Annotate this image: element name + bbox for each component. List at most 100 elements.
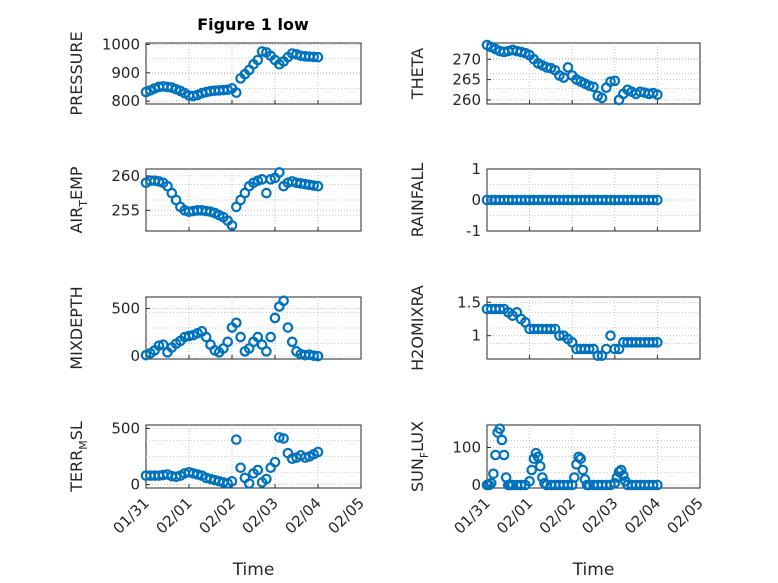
y-axis-label-part: TERR (67, 450, 86, 493)
data-point (231, 434, 242, 445)
data-point (647, 479, 659, 491)
data-point (494, 303, 506, 315)
data-point (545, 323, 557, 335)
x-tick-label: 02/05 (664, 494, 707, 537)
data-point (312, 51, 324, 63)
data-point (526, 464, 538, 476)
data-point (534, 460, 546, 472)
data-point (278, 295, 289, 307)
data-point (308, 51, 319, 63)
data-point (652, 89, 663, 100)
x-tick-label: 02/01 (153, 494, 196, 537)
data-point (286, 336, 298, 348)
data-point (312, 180, 324, 192)
data-point (575, 453, 587, 465)
data-point (261, 346, 272, 357)
y-axis-label-subscript: F (418, 452, 431, 458)
data-point (485, 477, 497, 489)
data-point (226, 220, 238, 231)
data-point (252, 464, 264, 476)
data-point (231, 87, 242, 98)
data-point (562, 479, 574, 491)
y-tick-label: 1.5 (457, 293, 481, 311)
data-point (532, 451, 544, 463)
data-point (153, 340, 165, 351)
data-point (256, 46, 268, 57)
data-point (652, 479, 663, 491)
data-point (282, 322, 294, 333)
data-point (609, 343, 621, 355)
data-point (200, 331, 212, 343)
x-axis-label: Time (572, 560, 615, 580)
data-point (222, 336, 233, 348)
data-point (235, 462, 246, 474)
y-axis-label-part: AIR (67, 207, 86, 234)
data-point (483, 479, 495, 491)
data-point (515, 479, 527, 491)
data-point (269, 456, 281, 468)
subplot-h2omixra: 1 1.5 H2OMIXRA (408, 285, 701, 371)
data-point (261, 187, 272, 199)
y-axis-label: MIXDEPTH (67, 286, 86, 369)
y-tick-label: 0 (130, 476, 140, 494)
y-tick-label: 265 (452, 71, 481, 89)
data-point (496, 434, 508, 446)
data-point (652, 194, 663, 206)
data-point (498, 449, 510, 461)
data-point (647, 337, 659, 348)
x-tick-label: 02/02 (196, 494, 239, 537)
subplot-mixdepth: 0 500 MIXDEPTH (67, 286, 362, 370)
y-axis-label: PRESSURE (67, 31, 86, 115)
data-point (231, 317, 242, 329)
data-point (252, 331, 264, 343)
subplot-theta: 260 265 270 THETA (408, 39, 701, 109)
x-tick-label: 01/31 (451, 494, 494, 537)
y-tick-label: 270 (452, 50, 481, 68)
y-tick-label: 255 (111, 201, 140, 219)
data-point (308, 350, 319, 361)
data-point (494, 423, 506, 435)
data-point (278, 433, 289, 444)
data-point (243, 478, 255, 489)
y-axis-label: AIRTEMP (67, 166, 90, 233)
y-tick-label: 1 (471, 327, 481, 345)
x-tick-label: 01/31 (110, 494, 153, 537)
data-point (269, 312, 281, 324)
data-point (577, 464, 589, 476)
data-point (312, 446, 324, 458)
data-point (611, 472, 623, 483)
data-point (252, 54, 264, 66)
subplot-air-temp: 255 260 AIRTEMP (67, 166, 362, 234)
y-tick-label: 260 (452, 91, 481, 109)
data-point (265, 331, 276, 343)
data-point (554, 330, 565, 341)
subplot-terr-msl: 0 500 01/31 02/01 02/02 02/03 02/04 02/05 TERRMS… (67, 419, 368, 580)
data-point (261, 473, 272, 485)
y-tick-label: 260 (111, 167, 140, 185)
x-tick-label: 02/04 (621, 494, 664, 537)
data-point (652, 337, 663, 348)
data-point (537, 472, 548, 483)
y-tick-label: 1000 (102, 35, 140, 53)
x-axis-label: Time (232, 560, 275, 580)
y-tick-label: 0 (471, 191, 481, 209)
y-axis-label: H2OMIXRA (408, 285, 427, 371)
data-point (592, 350, 604, 361)
data-point (583, 343, 595, 355)
data-point (596, 92, 608, 104)
plot-area (486, 424, 701, 489)
y-tick-label: -1 (466, 222, 481, 240)
y-axis-label: SUNFLUX (408, 421, 431, 492)
y-axis-label: THETA (408, 48, 427, 100)
data-point (615, 464, 627, 476)
y-axis-label-subscript: M (77, 440, 90, 450)
data-point (573, 451, 584, 463)
y-axis-label: RAINFALL (408, 163, 427, 238)
data-point (569, 472, 580, 483)
data-point (609, 477, 621, 489)
x-tick-label: 02/05 (325, 494, 368, 537)
y-tick-label: 0 (130, 347, 140, 365)
figure-title: Figure 1 low (197, 15, 309, 34)
